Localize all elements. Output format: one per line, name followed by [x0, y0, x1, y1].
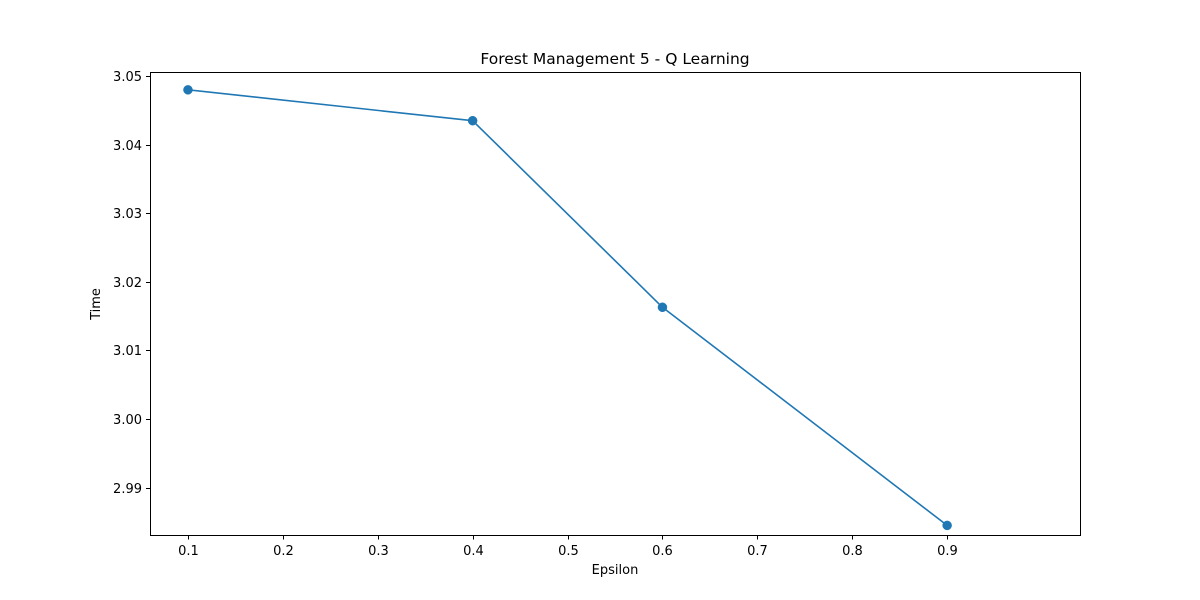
data-point — [657, 302, 668, 313]
x-tick-label: 0.2 — [273, 544, 294, 559]
data-point — [942, 520, 952, 531]
x-tick-label: 0.6 — [652, 544, 673, 559]
y-axis-ticks: 2.99 3.00 3.01 3.02 3.03 3.04 3.05 — [113, 70, 151, 497]
series-layer — [183, 85, 952, 531]
series-line — [187, 88, 949, 527]
x-axis-ticks: 0.1 0.2 0.3 0.4 0.5 0.6 0.7 0.8 0.9 — [178, 535, 958, 559]
x-tick-label: 0.1 — [178, 544, 199, 559]
data-point — [467, 115, 478, 126]
x-tick-label: 0.3 — [368, 544, 389, 559]
y-tick-label: 3.01 — [113, 344, 142, 359]
y-tick-label: 3.04 — [113, 139, 142, 154]
plot-frame — [150, 72, 1081, 536]
y-tick-label: 3.05 — [113, 70, 142, 85]
y-tick-label: 3.03 — [113, 207, 142, 222]
x-tick-label: 0.8 — [842, 544, 863, 559]
x-tick-label: 0.7 — [747, 544, 768, 559]
y-axis-label: Time — [89, 288, 104, 321]
x-axis-label: Epsilon — [592, 563, 639, 578]
chart-title: Forest Management 5 - Q Learning — [480, 50, 749, 68]
y-tick-label: 3.00 — [113, 413, 142, 428]
x-tick-label: 0.5 — [558, 544, 579, 559]
x-tick-label: 0.4 — [463, 544, 484, 559]
data-point — [183, 85, 193, 95]
x-tick-label: 0.9 — [937, 544, 958, 559]
y-tick-label: 2.99 — [113, 482, 142, 497]
y-tick-label: 3.02 — [113, 276, 142, 291]
plot-area — [150, 72, 1080, 535]
